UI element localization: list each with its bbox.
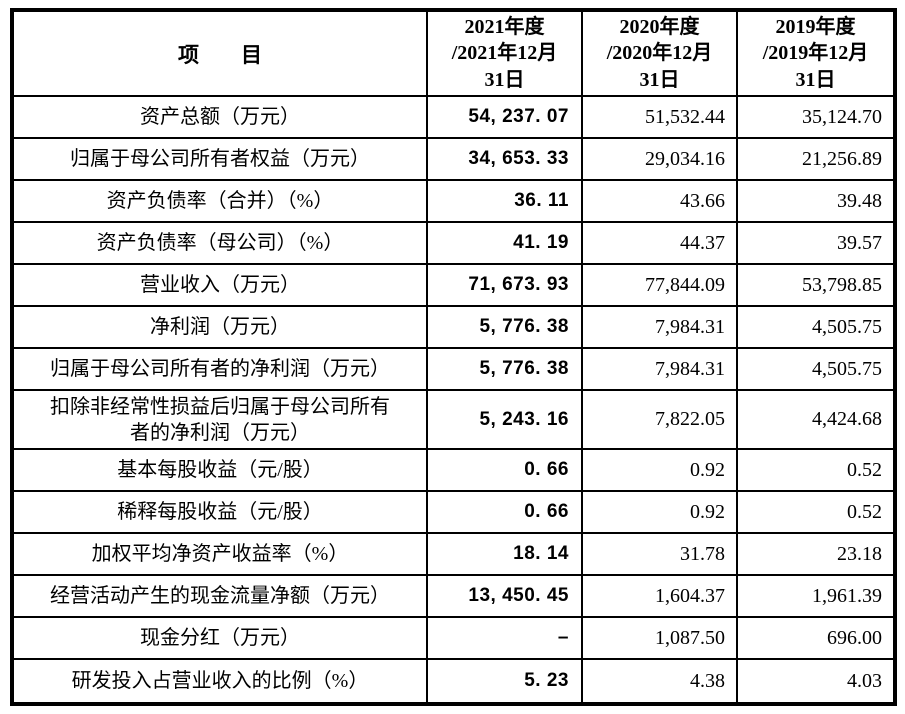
value-2019: 39.57 bbox=[736, 221, 896, 265]
value-2021: 5. 23 bbox=[426, 658, 583, 705]
value-2019: 0.52 bbox=[736, 448, 896, 492]
value-2020: 4.38 bbox=[581, 658, 738, 705]
row-label: 净利润（万元） bbox=[11, 305, 428, 349]
table-row-operating-revenue: 营业收入（万元） 71, 673. 93 77,844.09 53,798.85 bbox=[11, 263, 896, 307]
row-label: 经营活动产生的现金流量净额（万元） bbox=[11, 574, 428, 618]
row-label: 加权平均净资产收益率（%） bbox=[11, 532, 428, 576]
value-2021: 41. 19 bbox=[426, 221, 583, 265]
value-2019: 696.00 bbox=[736, 616, 896, 660]
value-2019: 1,961.39 bbox=[736, 574, 896, 618]
row-label: 归属于母公司所有者权益（万元） bbox=[11, 137, 428, 181]
row-label: 基本每股收益（元/股） bbox=[11, 448, 428, 492]
value-2019: 0.52 bbox=[736, 490, 896, 534]
table-row-diluted-eps: 稀释每股收益（元/股） 0. 66 0.92 0.52 bbox=[11, 490, 896, 534]
table-row-net-profit: 净利润（万元） 5, 776. 38 7,984.31 4,505.75 bbox=[11, 305, 896, 349]
table-row-total-assets: 资产总额（万元） 54, 237. 07 51,532.44 35,124.70 bbox=[11, 95, 896, 139]
value-2020: 29,034.16 bbox=[581, 137, 738, 181]
value-2020: 7,822.05 bbox=[581, 389, 738, 450]
value-2021: 71, 673. 93 bbox=[426, 263, 583, 307]
value-2019: 39.48 bbox=[736, 179, 896, 223]
value-2020: 77,844.09 bbox=[581, 263, 738, 307]
table-row-net-profit-after-nonrecurring: 扣除非经常性损益后归属于母公司所有 者的净利润（万元） 5, 243. 16 7… bbox=[11, 389, 896, 450]
table-row-basic-eps: 基本每股收益（元/股） 0. 66 0.92 0.52 bbox=[11, 448, 896, 492]
row-label: 资产负债率（合并）（%） bbox=[11, 179, 428, 223]
value-2020: 7,984.31 bbox=[581, 347, 738, 391]
row-label: 稀释每股收益（元/股） bbox=[11, 490, 428, 534]
table-row-parent-net-profit: 归属于母公司所有者的净利润（万元） 5, 776. 38 7,984.31 4,… bbox=[11, 347, 896, 391]
value-2020: 7,984.31 bbox=[581, 305, 738, 349]
value-2021: 36. 11 bbox=[426, 179, 583, 223]
value-2021: 54, 237. 07 bbox=[426, 95, 583, 139]
row-label: 扣除非经常性损益后归属于母公司所有 者的净利润（万元） bbox=[11, 389, 428, 450]
column-header-2020: 2020年度 /2020年12月 31日 bbox=[581, 9, 738, 97]
value-2021: 5, 243. 16 bbox=[426, 389, 583, 450]
value-2020: 51,532.44 bbox=[581, 95, 738, 139]
table-row-parent-equity: 归属于母公司所有者权益（万元） 34, 653. 33 29,034.16 21… bbox=[11, 137, 896, 181]
row-label: 归属于母公司所有者的净利润（万元） bbox=[11, 347, 428, 391]
row-label: 资产负债率（母公司）（%） bbox=[11, 221, 428, 265]
value-2020: 0.92 bbox=[581, 490, 738, 534]
column-header-2021: 2021年度 /2021年12月 31日 bbox=[426, 9, 583, 97]
value-2020: 43.66 bbox=[581, 179, 738, 223]
financial-summary-table: 项 目 2021年度 /2021年12月 31日 2020年度 /2020年12… bbox=[10, 8, 897, 706]
table-header-row: 项 目 2021年度 /2021年12月 31日 2020年度 /2020年12… bbox=[11, 9, 896, 97]
value-2020: 44.37 bbox=[581, 221, 738, 265]
table-row-debt-ratio-consolidated: 资产负债率（合并）（%） 36. 11 43.66 39.48 bbox=[11, 179, 896, 223]
value-2019: 21,256.89 bbox=[736, 137, 896, 181]
value-2021: 0. 66 bbox=[426, 490, 583, 534]
value-2021: 13, 450. 45 bbox=[426, 574, 583, 618]
value-2021: 34, 653. 33 bbox=[426, 137, 583, 181]
value-2021: 5, 776. 38 bbox=[426, 347, 583, 391]
value-2020: 1,604.37 bbox=[581, 574, 738, 618]
row-label: 营业收入（万元） bbox=[11, 263, 428, 307]
row-label: 现金分红（万元） bbox=[11, 616, 428, 660]
value-2020: 1,087.50 bbox=[581, 616, 738, 660]
row-label: 研发投入占营业收入的比例（%） bbox=[11, 658, 428, 705]
value-2019: 35,124.70 bbox=[736, 95, 896, 139]
row-label: 资产总额（万元） bbox=[11, 95, 428, 139]
value-2019: 53,798.85 bbox=[736, 263, 896, 307]
value-2019: 4,505.75 bbox=[736, 347, 896, 391]
value-2020: 0.92 bbox=[581, 448, 738, 492]
value-2019: 4,505.75 bbox=[736, 305, 896, 349]
table-row-operating-cash-flow: 经营活动产生的现金流量净额（万元） 13, 450. 45 1,604.37 1… bbox=[11, 574, 896, 618]
table-row-debt-ratio-parent: 资产负债率（母公司）（%） 41. 19 44.37 39.57 bbox=[11, 221, 896, 265]
value-2021: – bbox=[426, 616, 583, 660]
column-header-2019: 2019年度 /2019年12月 31日 bbox=[736, 9, 896, 97]
table-row-weighted-avg-roe: 加权平均净资产收益率（%） 18. 14 31.78 23.18 bbox=[11, 532, 896, 576]
value-2021: 0. 66 bbox=[426, 448, 583, 492]
column-header-item: 项 目 bbox=[11, 9, 428, 97]
value-2021: 5, 776. 38 bbox=[426, 305, 583, 349]
value-2019: 23.18 bbox=[736, 532, 896, 576]
value-2021: 18. 14 bbox=[426, 532, 583, 576]
value-2019: 4.03 bbox=[736, 658, 896, 705]
value-2020: 31.78 bbox=[581, 532, 738, 576]
table-row-cash-dividend: 现金分红（万元） – 1,087.50 696.00 bbox=[11, 616, 896, 660]
table-row-rd-revenue-ratio: 研发投入占营业收入的比例（%） 5. 23 4.38 4.03 bbox=[11, 658, 896, 705]
value-2019: 4,424.68 bbox=[736, 389, 896, 450]
